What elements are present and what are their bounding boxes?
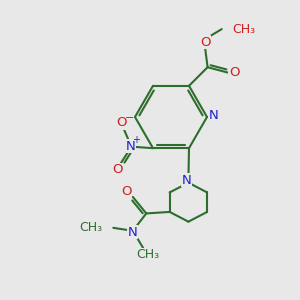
Text: O: O xyxy=(116,116,127,129)
Text: N: N xyxy=(182,174,192,187)
Text: O: O xyxy=(121,185,131,198)
Text: O: O xyxy=(200,35,211,49)
Text: −: − xyxy=(124,113,134,123)
Text: CH₃: CH₃ xyxy=(136,248,159,261)
Text: O: O xyxy=(229,65,239,79)
Text: N: N xyxy=(209,109,218,122)
Text: N: N xyxy=(127,226,137,239)
Text: CH₃: CH₃ xyxy=(80,221,103,234)
Text: N: N xyxy=(126,140,136,153)
Text: +: + xyxy=(132,135,140,145)
Text: CH₃: CH₃ xyxy=(232,22,255,36)
Text: O: O xyxy=(112,163,123,176)
